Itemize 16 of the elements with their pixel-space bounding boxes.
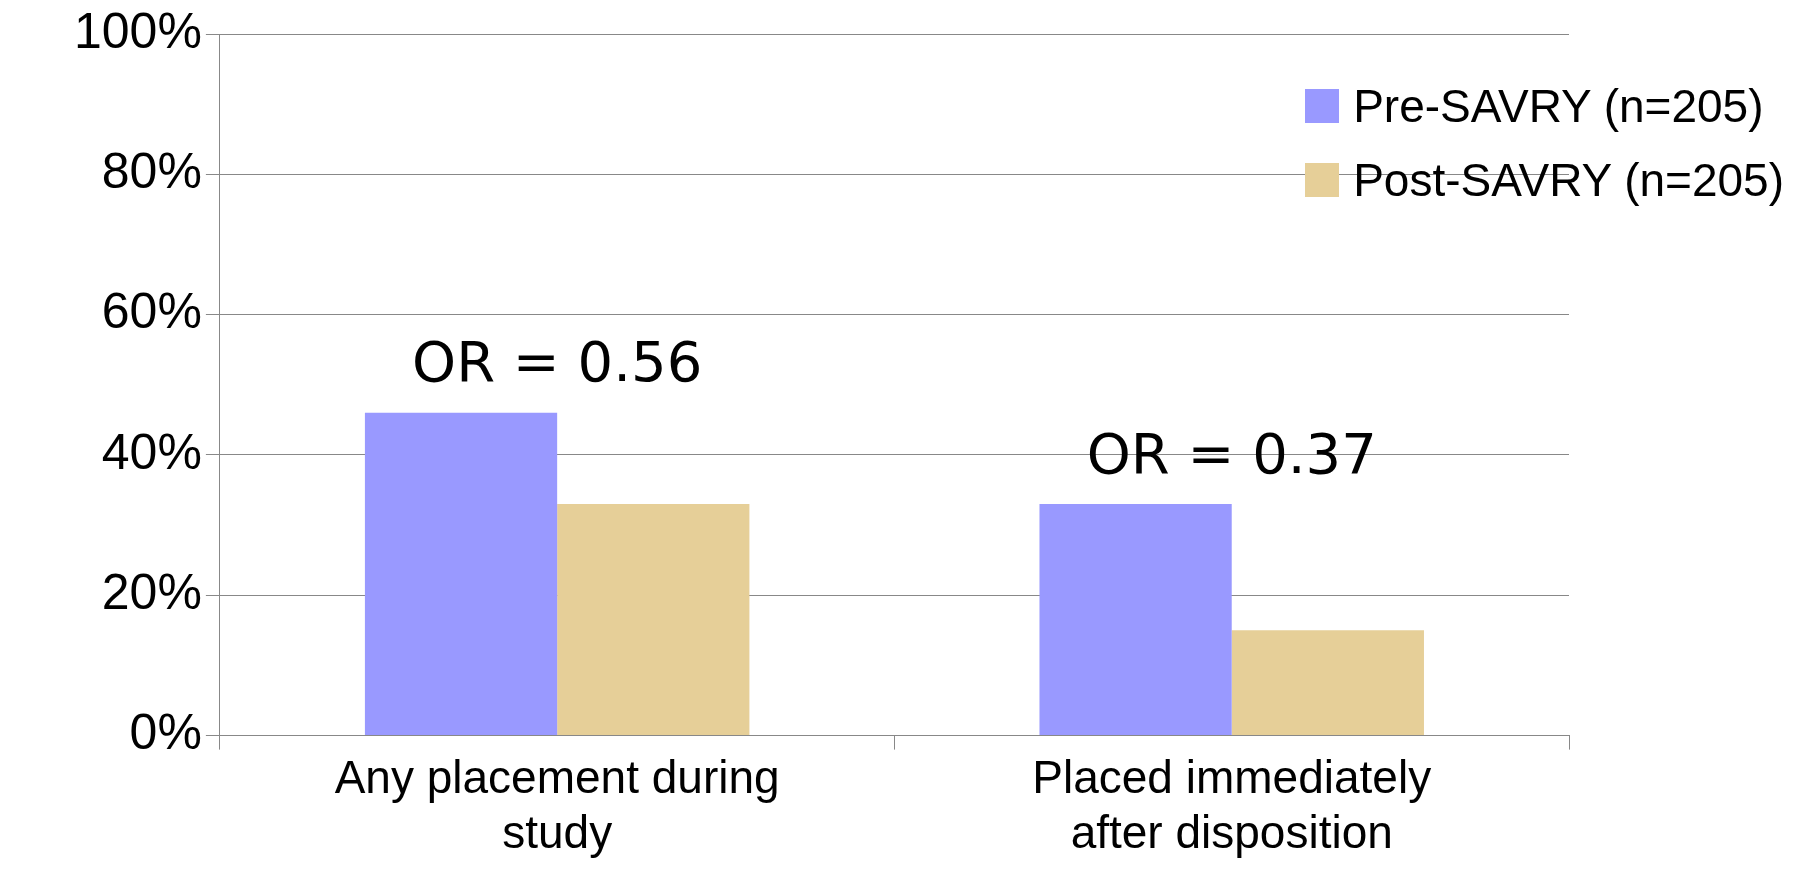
bar [364,412,558,736]
bar [1231,630,1424,736]
x-tick-label: Placed immediately after disposition [1032,750,1432,859]
y-tick-label: 20% [101,564,202,621]
x-tick-label: Any placement during study [334,750,780,859]
y-tick-label: 100% [73,2,202,59]
annotation: OR = 0.56 [412,329,703,395]
y-tick-label: 80% [101,143,202,200]
bar [1039,504,1232,736]
y-tick-label: 40% [101,423,202,480]
y-tick-label: 60% [101,283,202,340]
legend-label: Post-SAVRY (n=205) [1353,153,1784,207]
y-tick-label: 0% [129,704,202,761]
annotation: OR = 0.37 [1086,420,1377,486]
legend-label: Pre-SAVRY (n=205) [1353,79,1764,133]
bar [557,504,750,736]
